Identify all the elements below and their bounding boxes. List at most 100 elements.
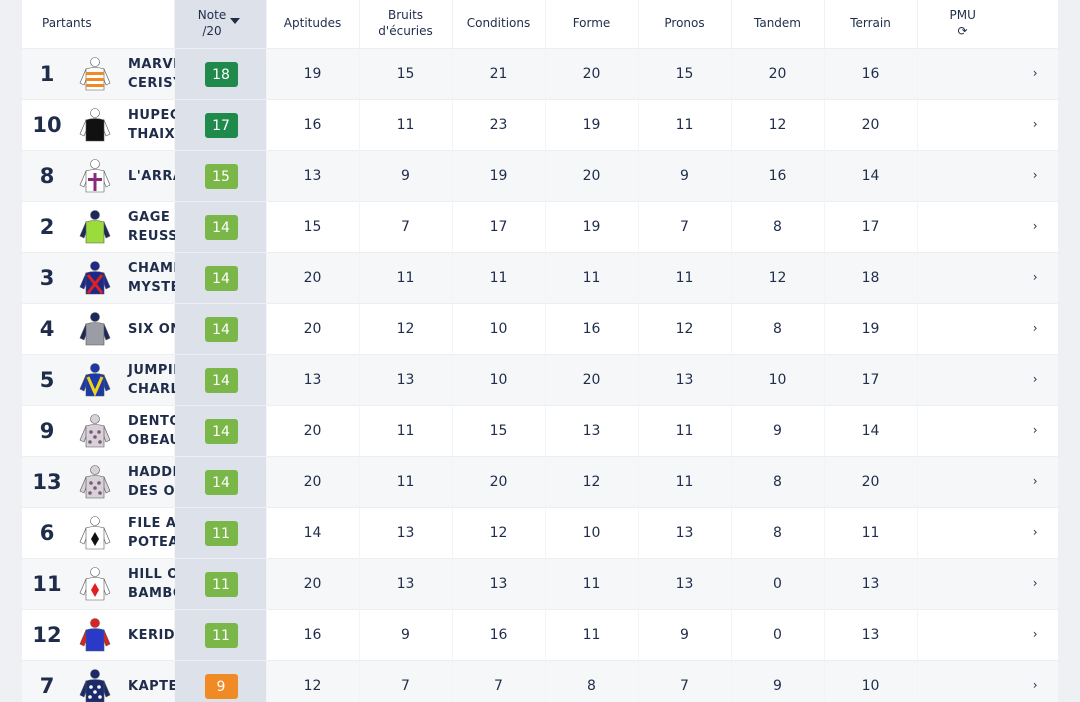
stat-tandem: 20 xyxy=(731,48,825,100)
runner-number: 10 xyxy=(32,113,62,137)
pmu-cell[interactable]: › xyxy=(917,405,1058,457)
stat-terrain: 16 xyxy=(824,48,918,100)
partant-cell[interactable]: 4 SIX ONE xyxy=(22,303,191,355)
stat-aptitudes: 20 xyxy=(266,405,360,457)
chevron-right-icon[interactable]: › xyxy=(1032,168,1038,182)
stat-pronos: 11 xyxy=(638,252,732,304)
runner-number: 5 xyxy=(39,368,55,392)
stat-tandem: 0 xyxy=(731,558,825,610)
pmu-cell[interactable]: › xyxy=(917,252,1058,304)
partant-cell[interactable]: 9 DENTOR DES OBEAUX xyxy=(22,405,227,457)
stat-conditions: 11 xyxy=(452,252,546,304)
stat-bruits: 13 xyxy=(359,558,453,610)
header-partants[interactable]: Partants xyxy=(22,0,175,49)
stat-forme: 11 xyxy=(545,252,639,304)
table-row[interactable]: 12 KERIDA 11 16 9 16 11 9 0 13 › xyxy=(22,609,1058,661)
pmu-cell[interactable]: › xyxy=(917,99,1058,151)
chevron-right-icon[interactable]: › xyxy=(1032,270,1038,284)
stat-terrain: 11 xyxy=(824,507,918,559)
chevron-right-icon[interactable]: › xyxy=(1032,372,1038,386)
stat-bruits: 13 xyxy=(359,354,453,406)
header-aptitudes[interactable]: Aptitudes xyxy=(266,0,360,49)
sort-desc-icon[interactable] xyxy=(229,18,240,24)
table-row[interactable]: 10 HUPECA DE THAIX 17 16 11 23 19 11 12 20 › xyxy=(22,99,1058,151)
chevron-right-icon[interactable]: › xyxy=(1032,576,1038,590)
header-pronos[interactable]: Pronos xyxy=(638,0,732,49)
header-conditions[interactable]: Conditions xyxy=(452,0,546,49)
pmu-cell[interactable]: › xyxy=(917,507,1058,559)
pmu-cell[interactable]: › xyxy=(917,609,1058,661)
refresh-icon[interactable]: ⟳ xyxy=(957,24,968,38)
table-row[interactable]: 1 MARVEL DE CERISY 18 19 15 21 20 15 20 16 › xyxy=(22,48,1058,100)
chevron-right-icon[interactable]: › xyxy=(1032,423,1038,437)
chevron-right-icon[interactable]: › xyxy=(1032,678,1038,692)
pmu-cell[interactable]: › xyxy=(917,201,1058,253)
chevron-right-icon[interactable]: › xyxy=(1032,219,1038,233)
partant-cell[interactable]: 13 HADDEXA DES OBEAUX xyxy=(22,456,226,508)
table-row[interactable]: 6 FILE AU POTEAU 11 14 13 12 10 13 8 11 › xyxy=(22,507,1058,559)
header-pmu[interactable]: PMU ⟳ xyxy=(917,0,1058,49)
partant-cell[interactable]: 3 CHAMPAGNE MYSTERY xyxy=(22,252,224,304)
partant-cell[interactable]: 7 KAPTEEN xyxy=(22,660,198,702)
stat-conditions: 19 xyxy=(452,150,546,202)
chevron-right-icon[interactable]: › xyxy=(1032,321,1038,335)
partant-cell[interactable]: 5 JUMPING CHARLIE xyxy=(22,354,195,406)
table-row[interactable]: 4 SIX ONE 14 20 12 10 16 12 8 19 › xyxy=(22,303,1058,355)
stat-bruits: 15 xyxy=(359,48,453,100)
chevron-right-icon[interactable]: › xyxy=(1032,474,1038,488)
note-badge: 14 xyxy=(204,215,238,240)
chevron-right-icon[interactable]: › xyxy=(1032,627,1038,641)
stat-pronos: 11 xyxy=(638,99,732,151)
header-tandem[interactable]: Tandem xyxy=(731,0,825,49)
header-bruits[interactable]: Bruits d'écuries xyxy=(359,0,453,49)
jockey-silk-icon xyxy=(78,312,112,348)
stat-tandem: 12 xyxy=(731,99,825,151)
partant-cell[interactable]: 10 HUPECA DE THAIX xyxy=(22,99,216,151)
horse-name[interactable]: FILE AU POTEAU xyxy=(128,516,190,550)
chevron-right-icon[interactable]: › xyxy=(1032,117,1038,131)
pmu-cell[interactable]: › xyxy=(917,303,1058,355)
header-note-sublabel: /20 xyxy=(202,24,222,38)
runners-table: Partants Note /20 Aptitudes Bruits d'écur… xyxy=(22,0,1058,702)
table-row[interactable]: 5 JUMPING CHARLIE 14 13 13 10 20 13 10 17 › xyxy=(22,354,1058,406)
pmu-cell[interactable]: › xyxy=(917,660,1058,702)
partant-cell[interactable]: 12 KERIDA xyxy=(22,609,185,661)
header-terrain[interactable]: Terrain xyxy=(824,0,918,49)
partant-cell[interactable]: 11 HILL OF BAMBOO xyxy=(22,558,195,610)
partant-cell[interactable]: 1 MARVEL DE CERISY xyxy=(22,48,216,100)
stat-pronos: 11 xyxy=(638,456,732,508)
pmu-cell[interactable]: › xyxy=(917,456,1058,508)
stat-pronos: 15 xyxy=(638,48,732,100)
pmu-cell[interactable]: › xyxy=(917,48,1058,100)
table-row[interactable]: 2 GAGE DE REUSSITE 14 15 7 17 19 7 8 17 › xyxy=(22,201,1058,253)
stat-pronos: 9 xyxy=(638,609,732,661)
stat-conditions: 20 xyxy=(452,456,546,508)
stat-aptitudes: 20 xyxy=(266,558,360,610)
stat-forme: 20 xyxy=(545,48,639,100)
header-note-sort[interactable]: Note /20 xyxy=(174,0,267,49)
chevron-right-icon[interactable]: › xyxy=(1032,525,1038,539)
pmu-cell[interactable]: › xyxy=(917,354,1058,406)
stat-pronos: 13 xyxy=(638,507,732,559)
stat-conditions: 15 xyxy=(452,405,546,457)
note-cell: 9 xyxy=(174,660,267,702)
jockey-silk-icon xyxy=(78,516,112,552)
table-row[interactable]: 7 KAPTEEN 9 12 7 7 8 7 9 10 › xyxy=(22,660,1058,702)
chevron-right-icon[interactable]: › xyxy=(1032,66,1038,80)
horse-name[interactable]: KERIDA xyxy=(128,627,186,643)
runner-number: 2 xyxy=(39,215,55,239)
pmu-cell[interactable]: › xyxy=(917,558,1058,610)
note-badge: 14 xyxy=(204,317,238,342)
header-forme[interactable]: Forme xyxy=(545,0,639,49)
partant-cell[interactable]: 2 GAGE DE REUSSITE xyxy=(22,201,202,253)
partant-cell[interactable]: 8 L'ARRABIATA xyxy=(22,150,227,202)
stat-aptitudes: 20 xyxy=(266,456,360,508)
table-row[interactable]: 11 HILL OF BAMBOO 11 20 13 13 11 13 0 13 › xyxy=(22,558,1058,610)
table-header-row: Partants Note /20 Aptitudes Bruits d'écur… xyxy=(22,0,1058,49)
partant-cell[interactable]: 6 FILE AU POTEAU xyxy=(22,507,189,559)
pmu-cell[interactable]: › xyxy=(917,150,1058,202)
